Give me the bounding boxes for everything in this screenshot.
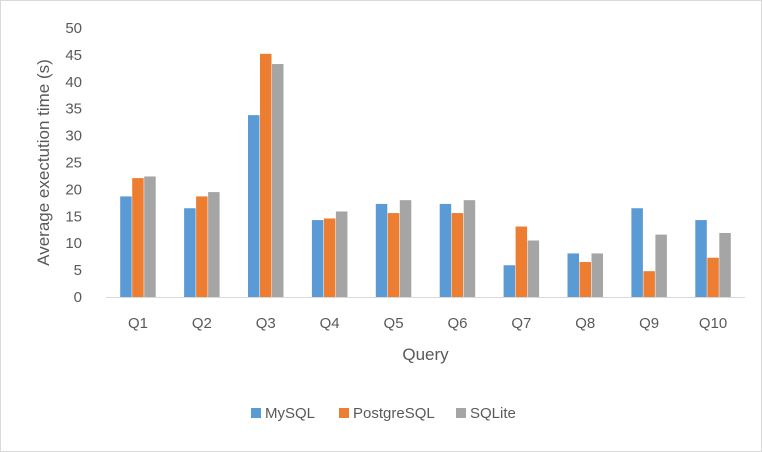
x-axis-title: Query [402,345,449,364]
y-tick-label: 10 [65,235,82,252]
bar-postgresql-q1 [132,178,144,297]
bar-mysql-q2 [184,208,196,297]
x-tick-label: Q4 [320,315,340,332]
bar-sqlite-q5 [399,200,412,297]
bar-mysql-q7 [503,265,516,297]
bar-sqlite-q2 [208,192,220,297]
x-axis-ticks: Q1 Q2 Q3 Q4 Q5 Q6 Q7 Q8 Q9 Q10 [128,315,727,332]
bar-sqlite-q6 [463,200,476,297]
bar-postgresql-q9 [643,271,655,297]
bar-postgresql-q4 [323,218,336,297]
bar-postgresql-q3 [260,53,272,297]
x-tick-label: Q10 [699,315,727,332]
bar-postgresql-q10 [707,257,719,297]
y-tick-label: 15 [65,208,82,225]
y-tick-label: 35 [65,101,82,118]
x-tick-label: Q3 [256,315,276,332]
legend-swatch-mysql [251,408,261,418]
bar-mysql-q9 [631,208,643,297]
bar-mysql-q5 [375,203,388,297]
bar-postgresql-q7 [515,226,528,297]
bars [120,53,731,298]
legend-label-sqlite: SQLite [470,405,516,422]
bar-sqlite-q3 [272,64,284,298]
bar-postgresql-q6 [451,213,464,297]
legend: MySQL PostgreSQL SQLite [251,405,516,422]
y-tick-label: 25 [65,155,82,172]
legend-swatch-postgresql [339,408,349,418]
x-tick-label: Q9 [639,315,659,332]
bar-sqlite-q9 [655,234,667,297]
y-axis-ticks: 0 5 10 15 20 25 30 35 40 45 50 [65,20,82,306]
y-tick-label: 0 [74,289,82,306]
bar-sqlite-q1 [144,176,156,297]
bar-mysql-q8 [567,253,579,297]
legend-swatch-sqlite [456,408,466,418]
bar-sqlite-q10 [719,232,731,297]
bar-postgresql-q2 [196,196,208,297]
y-tick-label: 40 [65,74,82,91]
y-axis-title: Average exectution time (s) [34,59,53,266]
y-tick-label: 50 [65,20,82,37]
x-tick-label: Q5 [384,315,404,332]
x-tick-label: Q1 [128,315,148,332]
y-tick-label: 20 [65,181,82,198]
bar-mysql-q3 [248,115,260,297]
bar-mysql-q1 [120,196,132,297]
bar-mysql-q4 [311,220,324,297]
x-tick-label: Q8 [575,315,595,332]
bar-postgresql-q8 [579,262,591,297]
bar-sqlite-q8 [591,253,603,297]
y-tick-label: 45 [65,47,82,64]
bar-sqlite-q4 [335,211,348,297]
x-tick-label: Q6 [447,315,467,332]
bar-mysql-q6 [439,203,452,297]
bar-mysql-q10 [695,220,707,297]
y-tick-label: 5 [74,262,82,279]
legend-label-postgresql: PostgreSQL [353,405,435,422]
bar-postgresql-q5 [387,213,400,297]
bar-sqlite-q7 [527,240,540,297]
x-tick-label: Q7 [511,315,531,332]
y-tick-label: 30 [65,128,82,145]
legend-label-mysql: MySQL [265,405,315,422]
x-tick-label: Q2 [192,315,212,332]
